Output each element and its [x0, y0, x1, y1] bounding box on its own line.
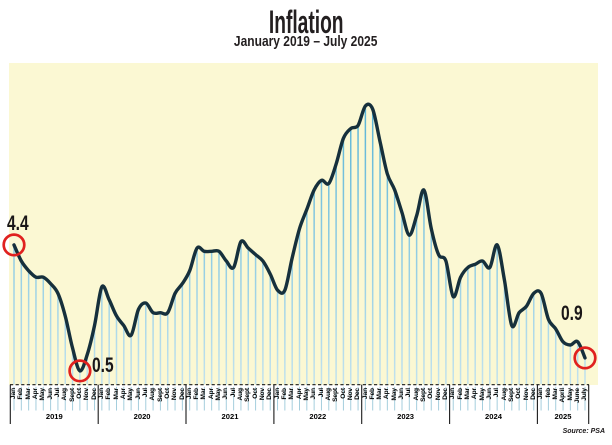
chart-title: Inflation: [0, 4, 612, 41]
source-credit: Source: PSA: [562, 428, 605, 435]
x-axis-month-label: May: [39, 387, 47, 401]
highlight-circle: [2, 233, 26, 257]
x-axis-month-label: Feb: [17, 387, 25, 399]
x-axis-month-label: July: [581, 387, 589, 401]
chart-subtitle-text: January 2019 – July 2025: [234, 33, 378, 50]
x-axis-month-label: Dec: [354, 387, 362, 400]
x-axis-month-label: Nov: [522, 387, 530, 400]
chart-subtitle: January 2019 – July 2025: [0, 33, 612, 50]
x-axis-month-label: Sept: [68, 387, 76, 402]
highlight-circle: [68, 359, 92, 383]
annotation-label-start: 4.4: [7, 212, 29, 235]
x-axis-month-label: Jul: [317, 387, 325, 397]
x-axis-month-label: Jun: [310, 387, 318, 399]
x-axis-month-label: Mar: [288, 387, 296, 399]
x-axis-month-label: May: [566, 387, 574, 401]
x-axis-year-label: 2020: [133, 411, 151, 421]
x-axis-year-label: 2022: [309, 411, 327, 421]
x-axis-month-label: Aug: [61, 387, 69, 401]
x-axis-year-label: 2025: [554, 411, 572, 421]
x-axis-month-label: Oct: [427, 387, 435, 399]
x-axis-month-label: Nov: [434, 387, 442, 400]
x-axis-month-label: Oct: [339, 387, 347, 399]
x-axis-month-label: Nov: [171, 387, 179, 400]
x-axis-year-label: 2019: [45, 411, 63, 421]
highlight-circle: [573, 346, 597, 370]
x-axis-month-label: May: [127, 387, 135, 401]
x-axis-month-label: Dec: [178, 387, 186, 400]
x-axis-month-label: Jan: [273, 387, 281, 399]
x-axis-month-label: Jun: [46, 387, 54, 399]
x-axis-month-label: Jul: [493, 387, 501, 397]
x-axis-month-label: Jan: [449, 387, 457, 399]
x-axis-month-label: Jun: [134, 387, 142, 399]
x-axis-month-label: Apr: [295, 387, 303, 399]
x-axis-month-label: Jul: [405, 387, 413, 397]
x-axis-month-label: Mar: [24, 387, 32, 399]
plot-area: [9, 63, 598, 385]
x-axis-month-label: Mar: [112, 387, 120, 399]
x-axis-month-label: Oct: [251, 387, 259, 399]
x-axis-month-label: May: [478, 387, 486, 401]
x-axis-month-label: Jun: [222, 387, 230, 399]
x-axis-month-label: Dec: [90, 387, 98, 400]
x-axis-year-label: 2023: [397, 411, 415, 421]
x-axis-month-label: April: [559, 387, 567, 403]
x-axis-month-label: Mar: [200, 387, 208, 399]
x-axis-month-label: Jan: [361, 387, 369, 399]
x-axis-month-label: Sept: [244, 387, 252, 402]
x-axis-month-label: Nov: [83, 387, 91, 400]
x-axis-month-label: feb: [544, 387, 552, 398]
x-axis-month-label: Aug: [500, 387, 508, 401]
x-axis-month-label: Apr: [383, 387, 391, 399]
x-axis-month-label: Apr: [471, 387, 479, 399]
chart-title-text: Inflation: [268, 4, 344, 40]
x-axis-month-label: Feb: [456, 387, 464, 399]
x-axis-month-label: Feb: [105, 387, 113, 399]
x-axis-month-label: Oct: [515, 387, 523, 399]
x-axis-year-label: 2021: [221, 411, 239, 421]
x-axis-month-label: Dec: [266, 387, 274, 400]
x-axis-month-label: Jul: [229, 387, 237, 397]
annotation-label-low: 0.5: [92, 354, 114, 377]
x-axis-month-label: Sept: [332, 387, 340, 402]
x-axis-month-label: Aug: [412, 387, 420, 401]
x-axis-month-label: Sept: [156, 387, 164, 402]
x-axis-month-label: Aug: [149, 387, 157, 401]
annotation-label-latest: 0.9: [561, 302, 583, 325]
x-axis-year-label: 2024: [485, 411, 502, 421]
x-axis-month-label: Jan: [537, 387, 545, 399]
